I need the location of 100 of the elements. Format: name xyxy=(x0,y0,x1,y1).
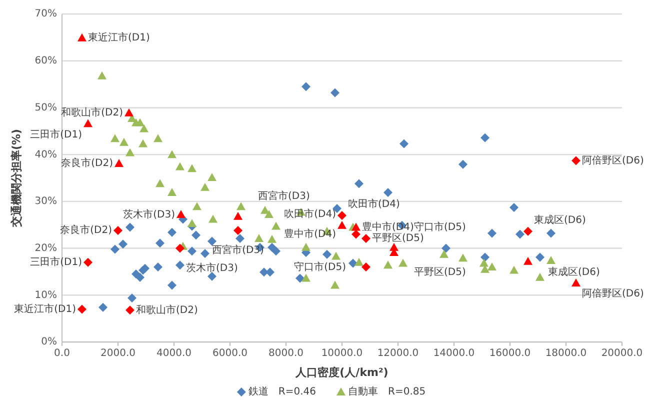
x-tick-label: 4000.0 xyxy=(156,348,192,359)
legend-label: 自動車 R=0.85 xyxy=(348,386,426,398)
point xyxy=(168,280,177,290)
point xyxy=(301,274,310,282)
annotation: 東成区(D6) xyxy=(534,214,586,226)
point xyxy=(188,246,197,256)
point xyxy=(571,156,580,166)
point xyxy=(322,250,332,259)
point xyxy=(479,258,488,267)
point xyxy=(354,258,364,266)
point xyxy=(524,256,533,265)
point xyxy=(296,274,304,283)
point xyxy=(175,244,184,253)
point xyxy=(264,210,274,218)
point xyxy=(480,133,490,142)
y-tick-label: 20% xyxy=(34,243,57,254)
point xyxy=(98,302,108,312)
point xyxy=(480,252,490,262)
point xyxy=(399,139,408,148)
point xyxy=(110,244,120,254)
point xyxy=(192,230,201,240)
point xyxy=(260,206,270,214)
point xyxy=(441,244,450,253)
point xyxy=(398,258,408,267)
point xyxy=(98,71,107,80)
point xyxy=(136,272,145,282)
point xyxy=(458,254,468,262)
point xyxy=(168,150,177,158)
point xyxy=(330,88,340,98)
point xyxy=(571,278,580,286)
annotation: 奈良市(D2) xyxy=(60,224,112,236)
point xyxy=(510,266,519,274)
point xyxy=(301,242,310,251)
point xyxy=(546,228,556,238)
point xyxy=(114,158,124,167)
y-tick-label: 0% xyxy=(41,336,57,348)
point xyxy=(354,179,364,188)
x-tick-label: 14000.0 xyxy=(433,348,475,359)
annotation: 守口市(D5) xyxy=(294,260,346,273)
point xyxy=(176,210,186,218)
point xyxy=(126,306,135,315)
x-tick-label: 0.0 xyxy=(54,348,70,359)
point xyxy=(440,250,449,258)
point xyxy=(84,258,93,267)
point xyxy=(77,304,86,314)
point xyxy=(110,134,120,142)
point xyxy=(140,124,149,132)
annotation: 和歌山市(D2) xyxy=(61,106,124,119)
x-tick-label: 8000.0 xyxy=(268,348,304,359)
y-tick-label: 60% xyxy=(34,56,57,67)
point xyxy=(330,280,340,289)
annotation: 西宮市(D3) xyxy=(258,190,310,202)
point xyxy=(168,188,177,196)
annotation: 奈良市(D2) xyxy=(61,157,114,170)
y-tick-label: 50% xyxy=(34,102,57,114)
y-tick-label: 40% xyxy=(34,149,57,160)
annotation: 三田市(D1) xyxy=(30,256,82,268)
point xyxy=(156,238,164,248)
annotation: 平野区(D5) xyxy=(414,267,466,278)
x-tick-label: 18000.0 xyxy=(545,348,587,359)
point xyxy=(175,162,184,170)
point xyxy=(128,293,136,302)
point xyxy=(254,234,264,242)
point xyxy=(192,202,202,210)
point xyxy=(487,262,496,271)
annotation: 茨木市(D3) xyxy=(186,262,238,274)
annotation: 西宮市(D3) xyxy=(212,244,264,256)
point xyxy=(236,202,246,210)
point xyxy=(535,272,544,281)
point xyxy=(175,260,184,270)
annotation: 豊中市(D4) xyxy=(362,220,414,233)
point xyxy=(118,240,128,249)
point xyxy=(126,148,135,156)
annotation: 茨木市(D3) xyxy=(123,208,176,220)
point xyxy=(188,218,197,227)
y-tick-label: 70% xyxy=(34,8,57,20)
point xyxy=(234,212,243,220)
annotation: 阿倍野区(D6) xyxy=(582,288,644,300)
point xyxy=(126,222,135,232)
point xyxy=(207,173,216,182)
point xyxy=(84,119,93,128)
point xyxy=(515,230,524,239)
annotation: 東近江市(D1) xyxy=(14,302,76,315)
annotation: 三田市(D1) xyxy=(30,128,82,140)
point xyxy=(352,230,360,239)
annotation: 豊中市(D4) xyxy=(284,228,336,240)
point xyxy=(234,226,243,235)
point xyxy=(168,228,177,237)
point xyxy=(200,248,210,258)
annotation: 東成区(D6) xyxy=(548,266,600,278)
point xyxy=(124,108,134,116)
point xyxy=(188,164,197,172)
point xyxy=(384,188,393,198)
point xyxy=(510,203,519,212)
point xyxy=(136,118,145,126)
annotation: 吹田市(D4) xyxy=(348,198,400,210)
annotation: 守口市(D5) xyxy=(414,221,466,234)
y-tick-label: 30% xyxy=(34,196,57,208)
point xyxy=(268,234,276,243)
annotation: 平野区(D5) xyxy=(372,233,424,244)
